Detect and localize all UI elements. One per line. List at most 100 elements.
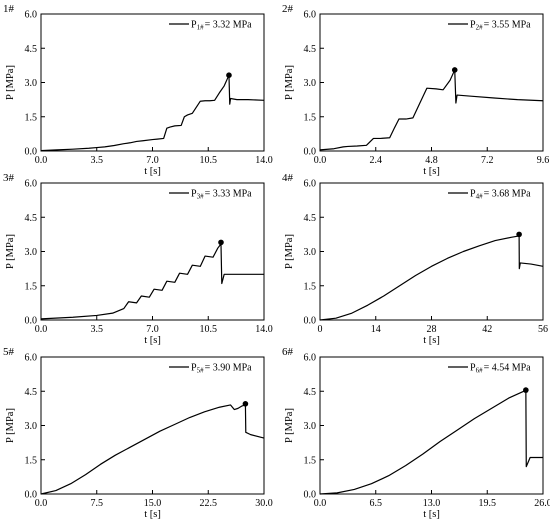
y-tick-label: 6.0 (25, 179, 38, 190)
y-tick-label: 3.0 (25, 247, 38, 258)
y-tick-label: 3.0 (25, 421, 38, 432)
pressure-series-line (319, 389, 543, 495)
y-axis-label: P [MPa] (5, 408, 16, 443)
plot-frame (319, 182, 544, 321)
x-tick-label: 4.8 (425, 155, 438, 166)
x-tick-label: 2.4 (370, 155, 383, 166)
peak-point-marker (516, 231, 522, 238)
x-tick-label: 9.6 (537, 155, 550, 166)
peak-point-marker (523, 387, 529, 393)
y-axis-label: P [MPa] (284, 408, 295, 443)
x-tick-label: 7.5 (91, 498, 104, 509)
x-axis-label: t [s] (423, 166, 440, 177)
plot-frame (40, 182, 265, 321)
x-tick-label: 6.5 (370, 498, 383, 509)
panel-label: 2# (282, 3, 294, 15)
x-tick-label: 42 (482, 324, 492, 335)
x-tick-label: 3.5 (91, 155, 104, 166)
y-tick-label: 4.5 (304, 44, 317, 55)
legend-label: P5#= 3.90 MPa (191, 363, 252, 375)
x-tick-label: 0.0 (314, 498, 327, 509)
y-tick-label: 0.0 (25, 316, 38, 327)
x-tick-label: 22.5 (200, 498, 218, 509)
pressure-series-line (319, 235, 544, 321)
y-axis-label: P [MPa] (5, 234, 16, 269)
x-axis-label: t [s] (423, 335, 440, 346)
y-tick-label: 6.0 (304, 179, 317, 190)
x-tick-label: 0.0 (314, 155, 327, 166)
y-tick-label: 0.0 (25, 490, 38, 501)
x-tick-label: 7.2 (481, 155, 494, 166)
pressure-series-line (40, 74, 265, 152)
x-tick-label: 14.0 (255, 155, 273, 166)
pressure-series-line (319, 69, 544, 151)
y-tick-label: 6.0 (25, 353, 38, 364)
plot-frame (40, 356, 265, 495)
y-tick-label: 0.0 (304, 147, 317, 158)
legend-label: P2#= 3.55 MPa (470, 20, 531, 32)
y-tick-label: 4.5 (25, 44, 38, 55)
y-tick-label: 4.5 (25, 387, 38, 398)
peak-point-marker (218, 239, 224, 246)
y-tick-label: 0.0 (304, 316, 317, 327)
y-tick-label: 6.0 (25, 10, 38, 21)
plot-frame (319, 13, 544, 152)
x-axis-label: t [s] (423, 509, 440, 520)
x-axis-label: t [s] (144, 166, 161, 177)
peak-point-marker (242, 401, 249, 407)
y-tick-label: 4.5 (304, 387, 317, 398)
y-tick-label: 1.5 (25, 455, 38, 466)
plot-frame (40, 13, 265, 152)
y-tick-label: 6.0 (304, 10, 317, 21)
pressure-series-line (40, 243, 264, 320)
chart-panel-6: 6# 0.0 1.5 3.0 4.5 6.0 0.0 6.5 13.0 19.5 26.0 t [s]… (282, 346, 550, 520)
panel-label: 1# (3, 3, 15, 15)
x-tick-label: 30.0 (255, 498, 273, 509)
x-tick-label: 13.0 (423, 498, 441, 509)
x-tick-label: 28 (427, 324, 437, 335)
chart-panel-3: 3# 0.0 1.5 3.0 4.5 6.0 0.0 3.5 7.0 10.5 14.0 t [s] P… (3, 172, 273, 346)
legend-label: P3#= 3.33 MPa (191, 189, 252, 201)
x-tick-label: 56 (538, 324, 548, 335)
x-tick-label: 26.0 (534, 498, 550, 509)
x-axis-label: t [s] (144, 335, 161, 346)
x-tick-label: 19.5 (479, 498, 497, 509)
x-axis-label: t [s] (144, 509, 161, 520)
y-tick-label: 1.5 (25, 112, 38, 123)
y-axis-label: P [MPa] (5, 65, 16, 100)
x-tick-label: 14.0 (255, 324, 273, 335)
y-axis-label: P [MPa] (284, 65, 295, 100)
chart-panel-4: 4# 0.0 1.5 3.0 4.5 6.0 0 14 28 42 56 t [s] P [MPa] P4… (282, 172, 548, 346)
x-tick-label: 10.5 (200, 324, 218, 335)
y-tick-label: 3.0 (304, 247, 317, 258)
x-tick-label: 0.0 (35, 498, 48, 509)
x-tick-label: 0.0 (35, 324, 48, 335)
x-tick-label: 3.5 (91, 324, 104, 335)
chart-panel-2: 2# 0.0 1.5 3.0 4.5 6.0 0.0 2.4 4.8 7.2 9.6 t [s] P [… (282, 3, 549, 177)
y-axis-label: P [MPa] (284, 234, 295, 269)
x-tick-label: 0 (318, 324, 323, 335)
y-tick-label: 1.5 (304, 281, 317, 292)
legend-label: P1#= 3.32 MPa (191, 20, 252, 32)
panel-label: 4# (282, 172, 294, 184)
pressure-series-line (40, 404, 265, 495)
legend-label: P4#= 3.68 MPa (470, 189, 531, 201)
x-tick-label: 7.0 (146, 155, 159, 166)
panel-label: 6# (282, 346, 294, 358)
y-tick-label: 3.0 (304, 421, 317, 432)
y-tick-label: 4.5 (25, 213, 38, 224)
y-tick-label: 1.5 (304, 455, 317, 466)
x-tick-label: 10.5 (200, 155, 218, 166)
y-tick-label: 6.0 (304, 353, 317, 364)
y-tick-label: 3.0 (304, 78, 317, 89)
peak-point-marker (226, 72, 232, 78)
x-tick-label: 14 (371, 324, 381, 335)
y-tick-label: 1.5 (25, 281, 38, 292)
peak-point-marker (451, 67, 458, 73)
chart-panel-1: 1# 0.0 1.5 3.0 4.5 6.0 0.0 3.5 7.0 10.5 14.0 t [s] P… (3, 3, 273, 177)
y-tick-label: 0.0 (304, 490, 317, 501)
plot-frame (319, 356, 544, 495)
panel-label: 5# (3, 346, 15, 358)
legend-label: P6#= 4.54 MPa (470, 363, 531, 375)
